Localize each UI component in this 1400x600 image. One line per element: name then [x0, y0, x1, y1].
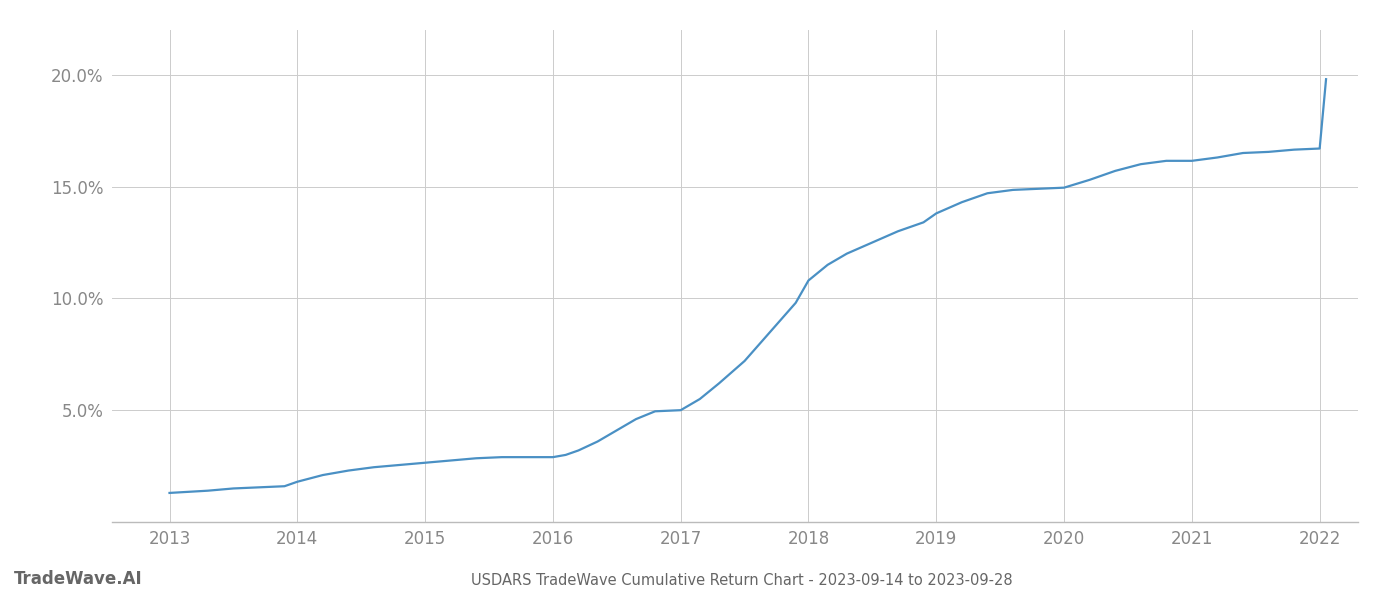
- Text: TradeWave.AI: TradeWave.AI: [14, 570, 143, 588]
- Text: USDARS TradeWave Cumulative Return Chart - 2023-09-14 to 2023-09-28: USDARS TradeWave Cumulative Return Chart…: [472, 573, 1012, 588]
